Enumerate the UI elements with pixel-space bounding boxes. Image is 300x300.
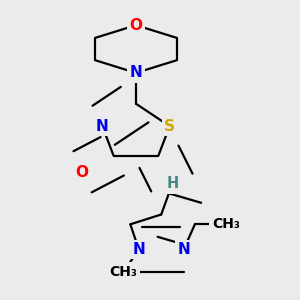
- Text: O: O: [130, 18, 142, 33]
- Text: N: N: [96, 119, 109, 134]
- Text: CH₃: CH₃: [212, 217, 240, 231]
- Text: O: O: [75, 165, 88, 180]
- Text: N: N: [130, 65, 142, 80]
- Text: H: H: [166, 176, 178, 191]
- Text: S: S: [164, 119, 175, 134]
- Text: CH₃: CH₃: [110, 265, 137, 279]
- Text: N: N: [132, 242, 145, 257]
- Text: N: N: [177, 242, 190, 257]
